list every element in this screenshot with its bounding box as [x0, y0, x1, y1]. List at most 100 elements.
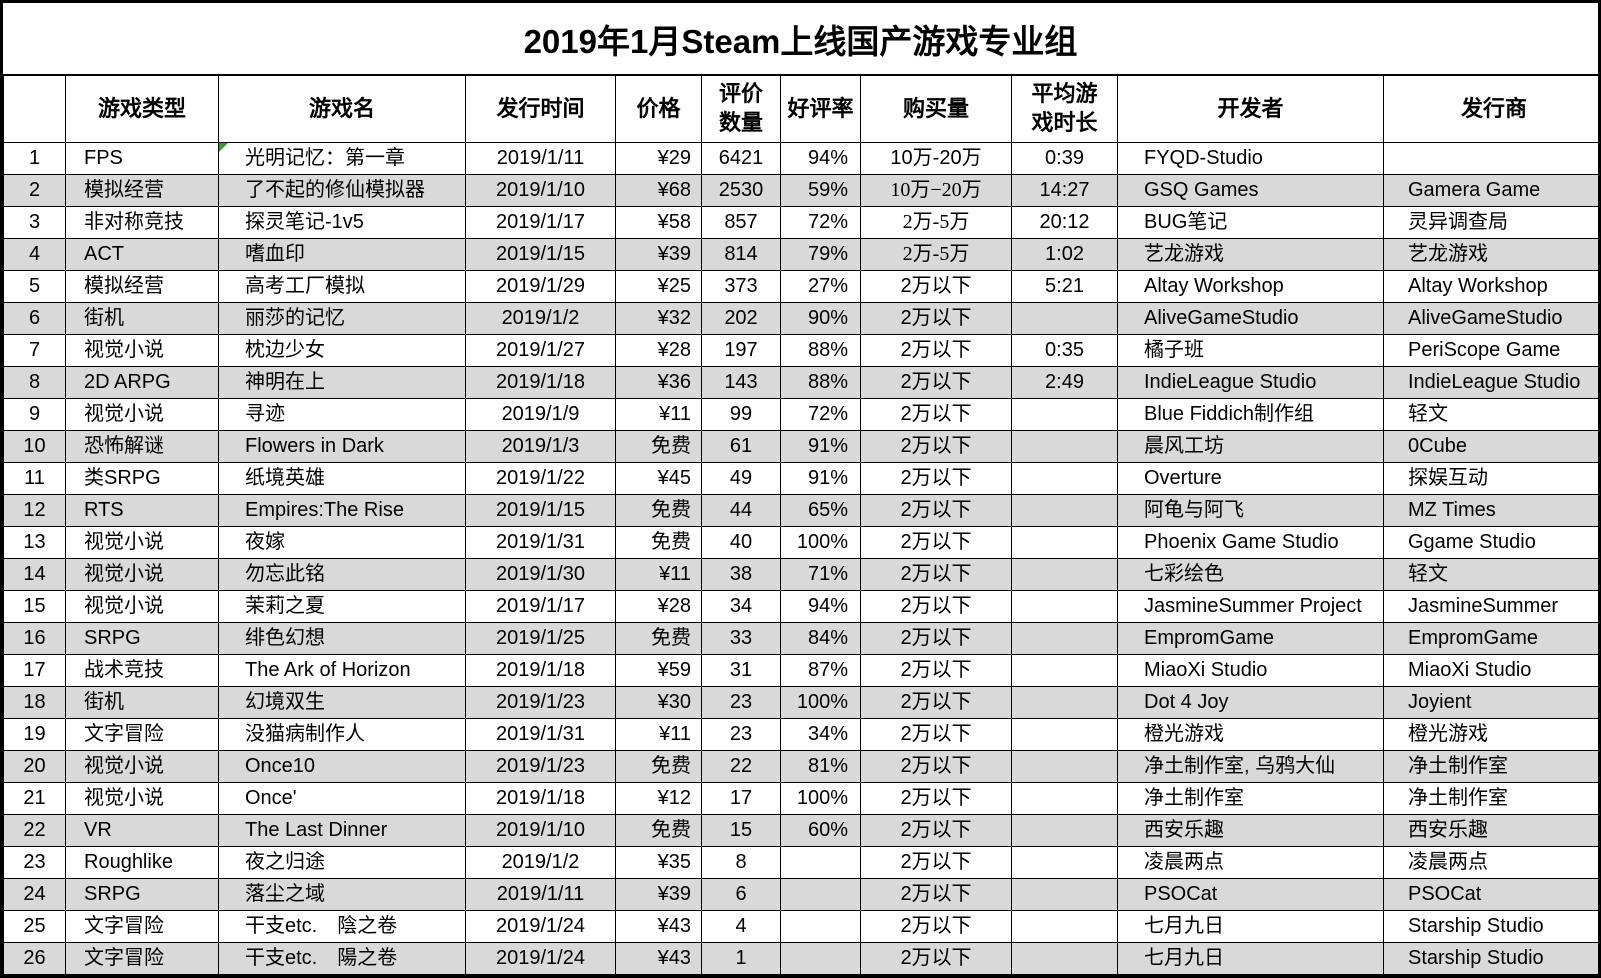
table-row: 10 恐怖解谜 Flowers in Dark 2019/1/3 免费 61 91% 2万以下…: [3, 430, 1598, 463]
cell-game-type: 非对称竞技: [65, 206, 219, 239]
cell-game-name: The Last Dinner: [218, 814, 466, 847]
cell-row-number: 7: [3, 334, 66, 367]
cell-publisher: MZ Times: [1383, 494, 1598, 527]
cell-developer: IndieLeague Studio: [1117, 366, 1384, 399]
cell-row-number: 10: [3, 430, 66, 463]
cell-price: ¥11: [615, 718, 702, 751]
cell-release-date: 2019/1/24: [465, 942, 616, 975]
cell-row-number: 1: [3, 142, 66, 175]
cell-review-count: 6: [701, 878, 781, 911]
cell-row-number: 14: [3, 558, 66, 591]
cell-avg-playtime: [1011, 398, 1118, 431]
cell-avg-playtime: 5:21: [1011, 270, 1118, 303]
cell-release-date: 2019/1/15: [465, 238, 616, 271]
cell-avg-playtime: 20:12: [1011, 206, 1118, 239]
cell-game-type: 视觉小说: [65, 782, 219, 815]
cell-developer: 橘子班: [1117, 334, 1384, 367]
table-row: 17 战术竞技 The Ark of Horizon 2019/1/18 ¥59 31 87…: [3, 654, 1598, 687]
cell-game-name: 没猫病制作人: [218, 718, 466, 751]
cell-release-date: 2019/1/18: [465, 654, 616, 687]
cell-game-name: Once10: [218, 750, 466, 783]
cell-game-type: 视觉小说: [65, 334, 219, 367]
table-row: 20 视觉小说 Once10 2019/1/23 免费 22 81% 2万以下 净土制作室, 乌…: [3, 750, 1598, 783]
cell-game-type: SRPG: [65, 622, 219, 655]
cell-review-count: 6421: [701, 142, 781, 175]
cell-game-type: 文字冒险: [65, 718, 219, 751]
cell-row-number: 16: [3, 622, 66, 655]
cell-developer: BUG笔记: [1117, 206, 1384, 239]
table-row: 26 文字冒险 干支etc. 陽之卷 2019/1/24 ¥43 1 2万以下 七月九日 Sta…: [3, 942, 1598, 975]
cell-price: ¥59: [615, 654, 702, 687]
cell-price: ¥25: [615, 270, 702, 303]
cell-price: ¥43: [615, 942, 702, 975]
cell-positive-rate: 91%: [780, 430, 861, 463]
cell-game-type: 文字冒险: [65, 942, 219, 975]
cell-avg-playtime: [1011, 718, 1118, 751]
cell-positive-rate: [780, 942, 861, 975]
cell-purchase-volume: 10万−20万: [860, 174, 1012, 207]
cell-row-number: 17: [3, 654, 66, 687]
cell-purchase-volume: 2万以下: [860, 462, 1012, 495]
cell-avg-playtime: 0:35: [1011, 334, 1118, 367]
cell-game-name: 嗜血印: [218, 238, 466, 271]
cell-positive-rate: 60%: [780, 814, 861, 847]
cell-review-count: 99: [701, 398, 781, 431]
cell-positive-rate: 100%: [780, 526, 861, 559]
cell-row-number: 13: [3, 526, 66, 559]
cell-row-number: 19: [3, 718, 66, 751]
cell-purchase-volume: 2万以下: [860, 302, 1012, 335]
cell-purchase-volume: 2万以下: [860, 398, 1012, 431]
table-row: 8 2D ARPG 神明在上 2019/1/18 ¥36 143 88% 2万以下 2:49 In…: [3, 366, 1598, 399]
cell-review-count: 38: [701, 558, 781, 591]
cell-purchase-volume: 2万-5万: [860, 238, 1012, 271]
cell-price: ¥68: [615, 174, 702, 207]
cell-developer: 西安乐趣: [1117, 814, 1384, 847]
cell-game-name: 干支etc. 陽之卷: [218, 942, 466, 975]
cell-price: ¥43: [615, 910, 702, 943]
cell-positive-rate: 94%: [780, 590, 861, 623]
table-row: 9 视觉小说 寻迹 2019/1/9 ¥11 99 72% 2万以下 Blue Fiddich制…: [3, 398, 1598, 431]
cell-positive-rate: [780, 846, 861, 879]
cell-review-count: 61: [701, 430, 781, 463]
cell-game-type: RTS: [65, 494, 219, 527]
cell-developer: 艺龙游戏: [1117, 238, 1384, 271]
cell-row-number: 12: [3, 494, 66, 527]
column-header-avg-playtime: 平均游戏时长: [1011, 75, 1118, 143]
cell-publisher: EmpromGame: [1383, 622, 1598, 655]
cell-release-date: 2019/1/10: [465, 174, 616, 207]
cell-purchase-volume: 2万以下: [860, 782, 1012, 815]
cell-developer: MiaoXi Studio: [1117, 654, 1384, 687]
cell-developer: FYQD-Studio: [1117, 142, 1384, 175]
cell-release-date: 2019/1/2: [465, 846, 616, 879]
cell-price: 免费: [615, 622, 702, 655]
table-row: 6 街机 丽莎的记忆 2019/1/2 ¥32 202 90% 2万以下 AliveGameSt…: [3, 302, 1598, 335]
cell-positive-rate: 91%: [780, 462, 861, 495]
cell-game-type: 文字冒险: [65, 910, 219, 943]
cell-game-type: 街机: [65, 686, 219, 719]
cell-price: ¥39: [615, 878, 702, 911]
cell-release-date: 2019/1/31: [465, 526, 616, 559]
cell-game-name: 神明在上: [218, 366, 466, 399]
cell-avg-playtime: [1011, 750, 1118, 783]
table-row: 23 Roughlike 夜之归途 2019/1/2 ¥35 8 2万以下 凌晨两点 凌晨两点: [3, 846, 1598, 879]
cell-game-name: Empires:The Rise: [218, 494, 466, 527]
cell-developer: 阿龟与阿飞: [1117, 494, 1384, 527]
column-header-release-date: 发行时间: [465, 75, 616, 143]
cell-purchase-volume: 2万以下: [860, 910, 1012, 943]
cell-release-date: 2019/1/22: [465, 462, 616, 495]
cell-avg-playtime: [1011, 910, 1118, 943]
cell-review-count: 44: [701, 494, 781, 527]
cell-game-type: 2D ARPG: [65, 366, 219, 399]
cell-publisher: Ggame Studio: [1383, 526, 1598, 559]
table-header: 游戏类型 游戏名 发行时间 价格 评价数量 好评率 购买量 平均游戏时长 开发者 发行商: [3, 75, 1598, 143]
column-header-row-number: [3, 75, 66, 143]
cell-developer: GSQ Games: [1117, 174, 1384, 207]
cell-release-date: 2019/1/25: [465, 622, 616, 655]
cell-review-count: 197: [701, 334, 781, 367]
cell-row-number: 21: [3, 782, 66, 815]
cell-game-type: VR: [65, 814, 219, 847]
cell-row-number: 23: [3, 846, 66, 879]
cell-price: ¥58: [615, 206, 702, 239]
cell-game-name: 纸境英雄: [218, 462, 466, 495]
